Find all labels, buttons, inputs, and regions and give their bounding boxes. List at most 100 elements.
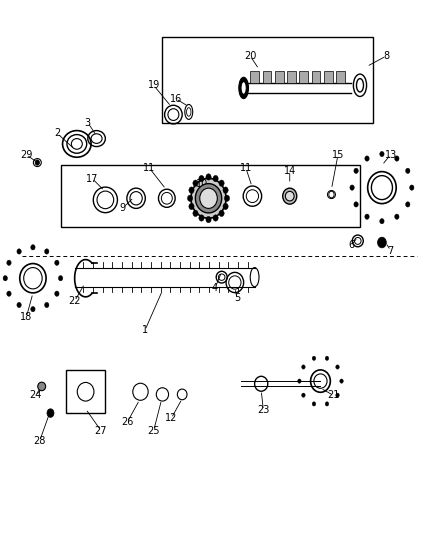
Circle shape [223,187,228,193]
Circle shape [379,151,383,157]
Text: 21: 21 [327,391,339,400]
Text: 18: 18 [20,312,32,322]
Text: 7: 7 [387,246,393,255]
Text: 22: 22 [68,296,81,306]
Ellipse shape [38,382,46,391]
Text: 19: 19 [147,80,159,90]
Circle shape [45,302,49,308]
Circle shape [7,291,11,296]
Circle shape [205,174,211,180]
Circle shape [364,214,368,220]
Text: 10: 10 [195,179,208,189]
Circle shape [353,168,357,174]
Circle shape [394,214,398,220]
Circle shape [325,356,328,360]
Text: 13: 13 [384,150,396,159]
Text: 11: 11 [239,163,251,173]
Circle shape [325,402,328,406]
Text: 26: 26 [121,417,133,427]
Circle shape [223,203,228,209]
Circle shape [349,185,353,190]
Circle shape [47,409,54,417]
Circle shape [405,201,409,207]
Text: 28: 28 [33,437,46,446]
Text: 3: 3 [85,118,91,127]
Circle shape [311,356,315,360]
Bar [162,37,372,123]
Ellipse shape [238,77,248,99]
Circle shape [212,175,218,182]
Text: 2: 2 [54,128,60,138]
Text: 27: 27 [95,426,107,435]
Circle shape [17,302,21,308]
Circle shape [3,276,7,281]
Ellipse shape [199,188,217,208]
Circle shape [297,379,300,383]
Ellipse shape [285,191,293,201]
Ellipse shape [191,178,226,219]
Bar [61,165,359,227]
Circle shape [17,249,21,254]
Text: 15: 15 [331,150,343,159]
Circle shape [409,185,413,190]
Circle shape [45,249,49,254]
Circle shape [35,160,39,165]
Ellipse shape [240,82,246,94]
Circle shape [405,168,409,174]
Circle shape [188,187,194,193]
Circle shape [219,180,224,187]
Circle shape [212,215,218,221]
Circle shape [7,260,11,265]
Circle shape [364,156,368,161]
Circle shape [353,201,357,207]
Circle shape [187,195,192,201]
Circle shape [301,365,304,369]
Circle shape [55,291,59,296]
Text: 17: 17 [86,174,98,183]
Bar [336,71,344,83]
Bar [286,71,295,83]
Circle shape [192,180,198,187]
Circle shape [224,195,229,201]
Circle shape [31,306,35,312]
Text: 25: 25 [147,426,159,435]
Circle shape [198,215,204,221]
Circle shape [31,245,35,250]
Circle shape [188,203,194,209]
Circle shape [335,393,339,397]
Text: 8: 8 [382,51,389,61]
Text: 23: 23 [257,406,269,415]
Text: 12: 12 [165,414,177,423]
Bar [299,71,307,83]
Circle shape [394,156,398,161]
Text: 4: 4 [212,283,218,293]
Circle shape [198,175,204,182]
Bar [274,71,283,83]
Bar [311,71,320,83]
Circle shape [301,393,304,397]
Text: 24: 24 [29,391,41,400]
Circle shape [192,210,198,216]
Text: 5: 5 [233,294,240,303]
Text: 1: 1 [141,326,148,335]
Ellipse shape [282,188,296,204]
Circle shape [379,219,383,224]
Bar [323,71,332,83]
Circle shape [311,402,315,406]
Text: 11: 11 [143,163,155,173]
Bar [66,370,105,413]
Text: 20: 20 [244,51,256,61]
Text: 14: 14 [283,166,295,175]
Bar [262,71,271,83]
Circle shape [58,276,63,281]
Circle shape [339,379,343,383]
Text: 9: 9 [120,203,126,213]
Text: 6: 6 [347,240,353,250]
Circle shape [55,260,59,265]
Circle shape [335,365,339,369]
Text: 29: 29 [20,150,32,159]
Circle shape [377,237,385,248]
Circle shape [219,210,224,216]
Circle shape [205,216,211,223]
Text: 16: 16 [169,94,181,103]
